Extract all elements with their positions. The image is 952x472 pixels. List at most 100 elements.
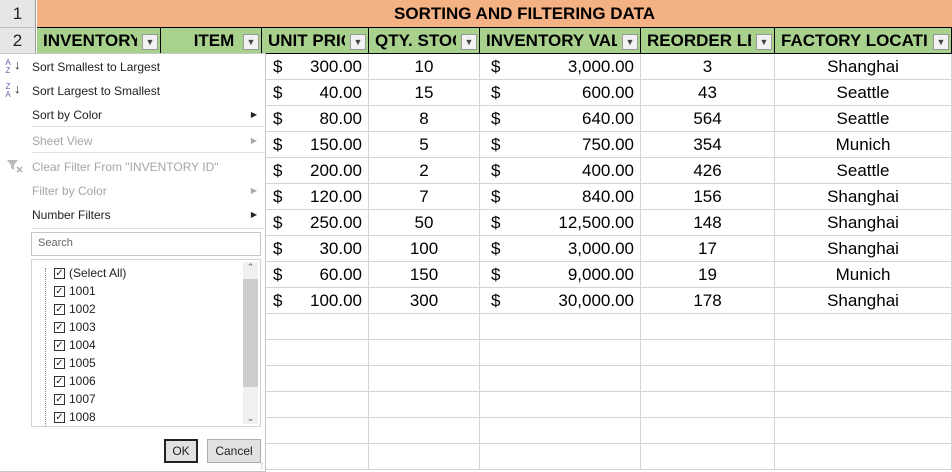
table-cell[interactable]: [480, 392, 641, 418]
table-cell[interactable]: [775, 340, 952, 366]
scroll-down-icon[interactable]: ⌄: [246, 413, 255, 423]
table-cell[interactable]: $12,500.00: [480, 210, 641, 236]
table-cell[interactable]: $750.00: [480, 132, 641, 158]
table-cell[interactable]: 10: [369, 54, 480, 80]
table-cell[interactable]: [775, 314, 952, 340]
table-cell[interactable]: 17: [641, 236, 775, 262]
filter-list-item[interactable]: ✓ 1006: [54, 372, 96, 390]
table-cell[interactable]: [262, 418, 369, 444]
filter-list-item[interactable]: ✓ 1008: [54, 408, 96, 426]
column-header[interactable]: REORDER LEVI ▼: [641, 28, 775, 54]
checkbox-checked-icon[interactable]: ✓: [54, 393, 65, 405]
table-cell[interactable]: $840.00: [480, 184, 641, 210]
table-cell[interactable]: 19: [641, 262, 775, 288]
list-scrollbar[interactable]: ⌃ ⌄: [243, 262, 258, 424]
table-cell[interactable]: [262, 340, 369, 366]
table-cell[interactable]: $640.00: [480, 106, 641, 132]
checkbox-checked-icon[interactable]: ✓: [54, 375, 65, 387]
table-cell[interactable]: [262, 366, 369, 392]
checkbox-checked-icon[interactable]: ✓: [54, 321, 65, 333]
table-cell[interactable]: 2: [369, 158, 480, 184]
number-filters[interactable]: Number Filters: [32, 208, 111, 222]
filter-list-item[interactable]: ✓ 1003: [54, 318, 96, 336]
table-cell[interactable]: Shanghai: [775, 288, 952, 314]
table-cell[interactable]: $250.00: [262, 210, 369, 236]
checkbox-checked-icon[interactable]: ✓: [54, 411, 65, 423]
table-cell[interactable]: 7: [369, 184, 480, 210]
table-cell[interactable]: [369, 418, 480, 444]
search-input[interactable]: Search: [31, 232, 261, 256]
table-cell[interactable]: 426: [641, 158, 775, 184]
filter-dropdown-icon[interactable]: ▼: [142, 34, 158, 50]
cancel-button[interactable]: Cancel: [207, 439, 261, 463]
table-cell[interactable]: $200.00: [262, 158, 369, 184]
table-cell[interactable]: $150.00: [262, 132, 369, 158]
table-cell[interactable]: Shanghai: [775, 210, 952, 236]
table-cell[interactable]: [775, 444, 952, 470]
table-cell[interactable]: [369, 444, 480, 470]
table-cell[interactable]: [775, 366, 952, 392]
table-cell[interactable]: 8: [369, 106, 480, 132]
column-header[interactable]: FACTORY LOCATIO ▼: [775, 28, 952, 54]
column-header[interactable]: INVENTORY VALU ▼: [480, 28, 641, 54]
ok-button[interactable]: OK: [164, 439, 198, 463]
table-cell[interactable]: [369, 340, 480, 366]
table-cell[interactable]: 148: [641, 210, 775, 236]
filter-list-item[interactable]: ✓ 1001: [54, 282, 96, 300]
table-cell[interactable]: [641, 314, 775, 340]
filter-list-item[interactable]: ✓ 1005: [54, 354, 96, 372]
filter-dropdown-icon[interactable]: ▼: [622, 34, 638, 50]
table-cell[interactable]: $30.00: [262, 236, 369, 262]
table-cell[interactable]: Munich: [775, 132, 952, 158]
column-header[interactable]: UNIT PRIC ▼: [262, 28, 369, 54]
table-cell[interactable]: Munich: [775, 262, 952, 288]
table-cell[interactable]: $100.00: [262, 288, 369, 314]
table-cell[interactable]: 156: [641, 184, 775, 210]
table-cell[interactable]: $600.00: [480, 80, 641, 106]
table-cell[interactable]: $3,000.00: [480, 236, 641, 262]
table-cell[interactable]: 5: [369, 132, 480, 158]
table-cell[interactable]: $60.00: [262, 262, 369, 288]
table-cell[interactable]: [480, 366, 641, 392]
table-cell[interactable]: $40.00: [262, 80, 369, 106]
checkbox-checked-icon[interactable]: ✓: [54, 285, 65, 297]
table-cell[interactable]: Seattle: [775, 80, 952, 106]
table-cell[interactable]: 3: [641, 54, 775, 80]
table-cell[interactable]: $400.00: [480, 158, 641, 184]
table-cell[interactable]: [480, 340, 641, 366]
table-cell[interactable]: 43: [641, 80, 775, 106]
table-cell[interactable]: [775, 392, 952, 418]
table-cell[interactable]: Seattle: [775, 158, 952, 184]
table-cell[interactable]: [369, 314, 480, 340]
table-cell[interactable]: $30,000.00: [480, 288, 641, 314]
table-cell[interactable]: 300: [369, 288, 480, 314]
filter-dropdown-icon[interactable]: ▼: [461, 34, 477, 50]
table-cell[interactable]: $120.00: [262, 184, 369, 210]
table-cell[interactable]: [262, 392, 369, 418]
filter-list-item[interactable]: ✓ 1007: [54, 390, 96, 408]
table-cell[interactable]: Seattle: [775, 106, 952, 132]
checkbox-checked-icon[interactable]: ✓: [54, 267, 65, 279]
table-cell[interactable]: [480, 314, 641, 340]
filter-dropdown-icon[interactable]: ▼: [756, 34, 772, 50]
column-header[interactable]: INVENTORY I ▼: [37, 28, 161, 54]
filter-dropdown-icon[interactable]: ▼: [243, 34, 259, 50]
table-cell[interactable]: $300.00: [262, 54, 369, 80]
table-cell[interactable]: $80.00: [262, 106, 369, 132]
checkbox-checked-icon[interactable]: ✓: [54, 303, 65, 315]
column-header[interactable]: QTY. STOCK ▼: [369, 28, 480, 54]
checkbox-checked-icon[interactable]: ✓: [54, 339, 65, 351]
table-cell[interactable]: 354: [641, 132, 775, 158]
table-cell[interactable]: 564: [641, 106, 775, 132]
table-cell[interactable]: [262, 314, 369, 340]
table-cell[interactable]: [480, 418, 641, 444]
scroll-thumb[interactable]: [243, 279, 258, 387]
table-cell[interactable]: [480, 444, 641, 470]
table-cell[interactable]: Shanghai: [775, 236, 952, 262]
filter-list-item[interactable]: ✓ 1002: [54, 300, 96, 318]
filter-dropdown-icon[interactable]: ▼: [933, 34, 949, 50]
sheet-title[interactable]: SORTING AND FILTERING DATA: [37, 0, 952, 28]
table-cell[interactable]: [369, 392, 480, 418]
table-cell[interactable]: [369, 366, 480, 392]
table-cell[interactable]: $3,000.00: [480, 54, 641, 80]
